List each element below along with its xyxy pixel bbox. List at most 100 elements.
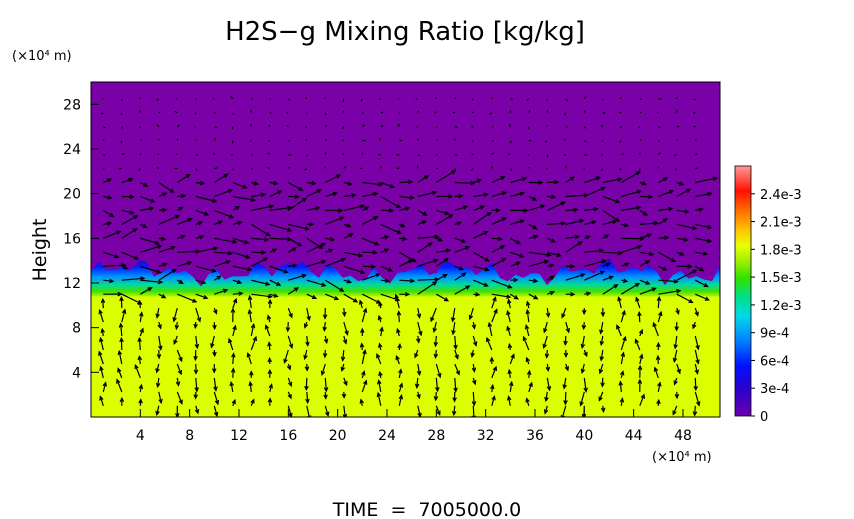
- wind-arrow: [430, 307, 437, 322]
- wind-arrow-head: [672, 410, 677, 416]
- wind-arrow-head: [123, 265, 129, 270]
- wind-arrow: [544, 140, 548, 143]
- wind-arrow-head: [693, 385, 698, 392]
- wind-arrow-head: [232, 324, 237, 331]
- wind-arrow-head: [580, 273, 586, 278]
- wind-arrow-head: [698, 207, 704, 212]
- wind-arrow-head: [341, 311, 347, 318]
- wind-arrow-head: [601, 259, 607, 264]
- wind-arrow: [584, 249, 603, 253]
- wind-arrow-head: [100, 297, 106, 304]
- wind-arrow: [454, 237, 466, 243]
- wind-arrow-head: [574, 234, 580, 240]
- wind-arrow-head: [375, 273, 381, 278]
- wind-arrow: [491, 297, 497, 309]
- wind-arrow-head: [448, 214, 454, 219]
- wind-arrow: [510, 237, 521, 245]
- wind-arrow-head: [340, 366, 346, 373]
- wind-arrow-head: [389, 183, 396, 189]
- wind-arrow-head: [453, 344, 458, 351]
- wind-arrow: [417, 235, 439, 239]
- wind-arrow-head: [414, 383, 420, 389]
- wind-arrow-head: [619, 397, 625, 403]
- wind-arrow-head: [157, 324, 162, 330]
- wind-arrow-head: [431, 190, 438, 196]
- wind-arrow: [454, 272, 466, 281]
- wind-arrow-head: [636, 205, 642, 211]
- wind-arrow-head: [663, 177, 669, 182]
- wind-arrow: [584, 140, 588, 143]
- wind-arrow-head: [361, 370, 366, 376]
- wind-arrow-head: [656, 295, 662, 302]
- wind-arrow-head: [593, 206, 599, 212]
- wind-arrow-head: [311, 294, 318, 299]
- wind-arrow-head: [656, 341, 661, 348]
- wind-arrow-head: [461, 238, 467, 243]
- wind-arrow: [399, 181, 413, 184]
- wind-arrow-head: [388, 208, 395, 213]
- wind-arrow-head: [451, 410, 457, 417]
- wind-arrow-head: [217, 220, 224, 225]
- wind-arrow: [325, 192, 337, 198]
- wind-arrow: [177, 261, 192, 267]
- wind-arrow-head: [360, 269, 366, 274]
- wind-arrow: [435, 170, 456, 184]
- wind-arrow-head: [461, 272, 467, 278]
- wind-arrow: [398, 311, 400, 323]
- wind-arrow-head: [634, 338, 640, 344]
- wind-arrow-head: [526, 369, 532, 376]
- wind-arrow-head: [340, 257, 347, 263]
- wind-arrow: [509, 354, 515, 365]
- wind-arrow: [99, 310, 104, 323]
- wind-arrow: [287, 98, 291, 102]
- wind-arrow-head: [223, 173, 229, 179]
- wind-arrow: [232, 221, 242, 225]
- wind-arrow: [305, 97, 308, 100]
- wind-arrow: [395, 294, 400, 309]
- wind-arrow: [491, 176, 505, 184]
- wind-arrow-head: [116, 378, 121, 384]
- wind-arrow-head: [322, 326, 327, 332]
- wind-arrow: [213, 173, 228, 184]
- wind-arrow: [637, 126, 641, 128]
- wind-arrow-head: [174, 324, 180, 331]
- wind-arrow-head: [691, 225, 698, 231]
- wind-arrow-head: [212, 324, 217, 331]
- wind-arrow: [620, 352, 625, 365]
- wind-arrow-head: [230, 307, 236, 313]
- wind-arrow-head: [433, 341, 439, 348]
- wind-arrow-head: [138, 398, 143, 404]
- colorbar-label: 3e-4: [760, 382, 789, 397]
- wind-arrow-head: [119, 295, 124, 302]
- wind-arrow: [398, 369, 402, 379]
- wind-arrow-head: [483, 231, 489, 236]
- wind-arrow-head: [635, 296, 640, 302]
- wind-arrow-head: [615, 198, 621, 204]
- wind-arrow-head: [155, 368, 160, 374]
- wind-arrow: [380, 223, 402, 234]
- wind-arrow-head: [99, 395, 104, 401]
- wind-arrow-head: [642, 211, 648, 216]
- wind-arrow: [121, 126, 124, 129]
- wind-arrow: [214, 260, 230, 267]
- wind-arrow-head: [98, 350, 103, 356]
- wind-arrow-head: [147, 287, 153, 292]
- wind-arrow-head: [170, 245, 176, 251]
- wind-arrow: [581, 363, 585, 373]
- wind-arrow: [210, 335, 215, 348]
- wind-arrow: [417, 405, 421, 417]
- wind-arrow-head: [445, 248, 452, 253]
- wind-arrow-head: [377, 314, 383, 321]
- wind-arrow: [121, 153, 125, 156]
- wind-arrow-head: [323, 394, 328, 400]
- wind-arrow-head: [655, 354, 661, 361]
- wind-arrow: [343, 405, 346, 417]
- wind-arrow-head: [348, 233, 354, 238]
- wind-arrow-head: [433, 353, 439, 359]
- wind-arrow: [528, 205, 545, 211]
- wind-arrow-head: [613, 284, 619, 289]
- wind-arrow-head: [509, 380, 514, 387]
- wind-arrow-head: [304, 385, 309, 392]
- wind-arrow-head: [532, 196, 538, 201]
- wind-arrow-head: [506, 325, 511, 331]
